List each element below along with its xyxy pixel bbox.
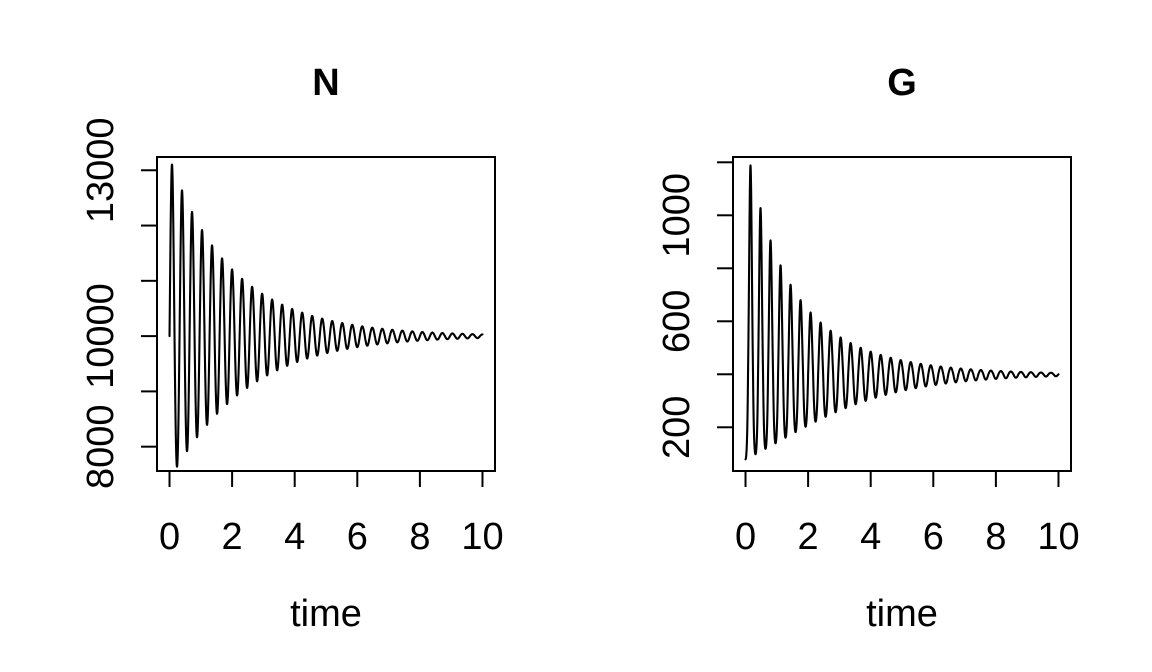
x-tick-label: 2 xyxy=(798,516,819,558)
x-axis-ticks: 0 2 4 6 8 10 xyxy=(159,471,504,558)
y-tick-label: 600 xyxy=(656,290,698,353)
plot-box xyxy=(156,156,496,472)
y-tick-label: 10000 xyxy=(80,283,122,389)
x-axis-label: time xyxy=(290,593,362,635)
x-tick-label: 10 xyxy=(461,516,503,558)
x-tick-label: 2 xyxy=(222,516,243,558)
x-axis-ticks: 0 2 4 6 8 10 xyxy=(735,471,1080,558)
y-axis-ticks: 8000 10000 13000 xyxy=(80,117,157,489)
panel-N: 0 2 4 6 8 10 8000 10000 13000 N time xyxy=(80,62,504,635)
x-tick-label: 8 xyxy=(985,516,1006,558)
x-tick-label: 6 xyxy=(347,516,368,558)
y-tick-label: 1000 xyxy=(656,173,698,258)
x-tick-label: 4 xyxy=(860,516,881,558)
panel-G: 0 2 4 6 8 10 200 600 1000 G time xyxy=(576,0,1152,672)
plot-box xyxy=(732,156,1072,472)
y-tick-label: 13000 xyxy=(80,117,122,223)
plot-svg-N: 0 2 4 6 8 10 8000 10000 13000 N time xyxy=(80,62,504,635)
x-tick-label: 6 xyxy=(923,516,944,558)
x-tick-label: 8 xyxy=(409,516,430,558)
y-tick-label: 8000 xyxy=(80,404,122,489)
x-tick-label: 4 xyxy=(284,516,305,558)
series-line-N xyxy=(168,163,484,468)
plot-title: G xyxy=(887,62,917,104)
plot-title: N xyxy=(312,62,339,104)
series-line-G xyxy=(744,164,1060,461)
x-tick-label: 0 xyxy=(735,516,756,558)
y-axis-ticks: 200 600 1000 xyxy=(656,161,733,459)
x-axis-label: time xyxy=(866,593,938,635)
x-tick-label: 10 xyxy=(1037,516,1079,558)
y-tick-label: 200 xyxy=(656,396,698,459)
plot-svg-G: 0 2 4 6 8 10 200 600 1000 G time xyxy=(656,62,1080,635)
x-tick-label: 0 xyxy=(159,516,180,558)
